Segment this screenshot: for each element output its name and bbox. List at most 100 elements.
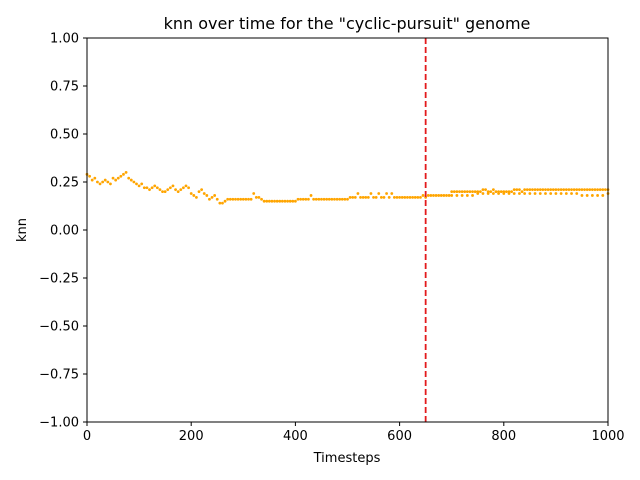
data-point [601, 188, 605, 192]
data-point [166, 188, 170, 192]
data-point [114, 178, 118, 182]
data-point [494, 190, 498, 194]
data-point [176, 190, 180, 194]
data-point [481, 188, 485, 192]
data-point [465, 194, 469, 197]
data-point [267, 199, 271, 203]
data-point [585, 194, 589, 197]
data-points [85, 171, 610, 205]
y-tick-label: −0.50 [39, 320, 79, 335]
data-point [491, 188, 495, 192]
data-point [583, 188, 586, 192]
data-point [353, 195, 357, 199]
data-point [301, 197, 305, 201]
data-point [518, 192, 521, 195]
data-point [223, 199, 227, 203]
y-tick-label: 1.00 [50, 32, 79, 47]
data-point [533, 192, 537, 195]
data-point [567, 188, 571, 192]
chart-title: knn over time for the "cyclic-pursuit" g… [164, 14, 531, 33]
data-point [481, 192, 485, 195]
data-point [570, 192, 573, 195]
data-point [549, 192, 553, 195]
data-point [518, 188, 521, 192]
data-point [559, 192, 563, 195]
data-point [531, 188, 534, 192]
data-point [129, 178, 133, 182]
data-point [226, 197, 230, 201]
data-point [327, 197, 331, 201]
data-point [439, 194, 443, 197]
data-point [379, 195, 383, 199]
data-point [497, 192, 500, 195]
data-point [234, 197, 237, 201]
data-point [455, 190, 459, 194]
data-point [593, 188, 597, 192]
data-point [455, 194, 459, 197]
x-tick-label: 1000 [591, 429, 624, 444]
data-point [502, 192, 506, 195]
data-point [484, 188, 487, 192]
data-point [544, 188, 547, 192]
data-point [580, 194, 584, 197]
data-point [221, 201, 224, 205]
x-tick-label: 0 [83, 429, 91, 444]
data-point [544, 192, 547, 195]
data-point [570, 188, 573, 192]
data-point [419, 195, 422, 199]
data-point [471, 190, 474, 194]
y-tick-label: 0.25 [50, 176, 79, 191]
data-point [559, 188, 563, 192]
data-point [596, 194, 599, 197]
data-point [241, 197, 245, 201]
data-point [231, 197, 235, 201]
data-point [416, 195, 420, 199]
data-point [403, 195, 407, 199]
data-point [299, 197, 303, 201]
data-point [546, 188, 550, 192]
data-point [359, 195, 362, 199]
data-point [390, 192, 394, 195]
y-tick-label: 0.00 [50, 224, 79, 239]
data-point [572, 188, 576, 192]
data-point [392, 195, 396, 199]
data-point [200, 188, 204, 192]
x-tick-label: 600 [387, 429, 412, 444]
data-point [101, 180, 105, 184]
data-point [507, 190, 511, 194]
data-point [601, 194, 605, 197]
data-point [491, 192, 495, 195]
data-point [93, 176, 97, 180]
data-point [429, 194, 433, 197]
data-point [447, 194, 451, 197]
data-point [322, 197, 326, 201]
data-point [304, 197, 308, 201]
data-point [265, 199, 269, 203]
data-point [195, 195, 198, 199]
data-point [465, 190, 469, 194]
data-point [179, 188, 183, 192]
data-point [590, 188, 594, 192]
data-point [564, 192, 568, 195]
data-point [489, 190, 493, 194]
data-point [103, 178, 107, 182]
data-point [140, 182, 144, 186]
data-point [254, 195, 258, 199]
data-point [338, 197, 342, 201]
data-point [158, 188, 162, 192]
data-point [187, 186, 190, 190]
data-point [163, 190, 167, 194]
data-point [468, 190, 472, 194]
data-point [450, 190, 454, 194]
data-point [325, 197, 329, 201]
data-point [366, 195, 370, 199]
data-point [523, 188, 527, 192]
data-point [554, 192, 558, 195]
data-point [512, 188, 516, 192]
data-point [168, 186, 172, 190]
data-point [541, 188, 545, 192]
data-point [283, 199, 287, 203]
data-point [372, 195, 375, 199]
